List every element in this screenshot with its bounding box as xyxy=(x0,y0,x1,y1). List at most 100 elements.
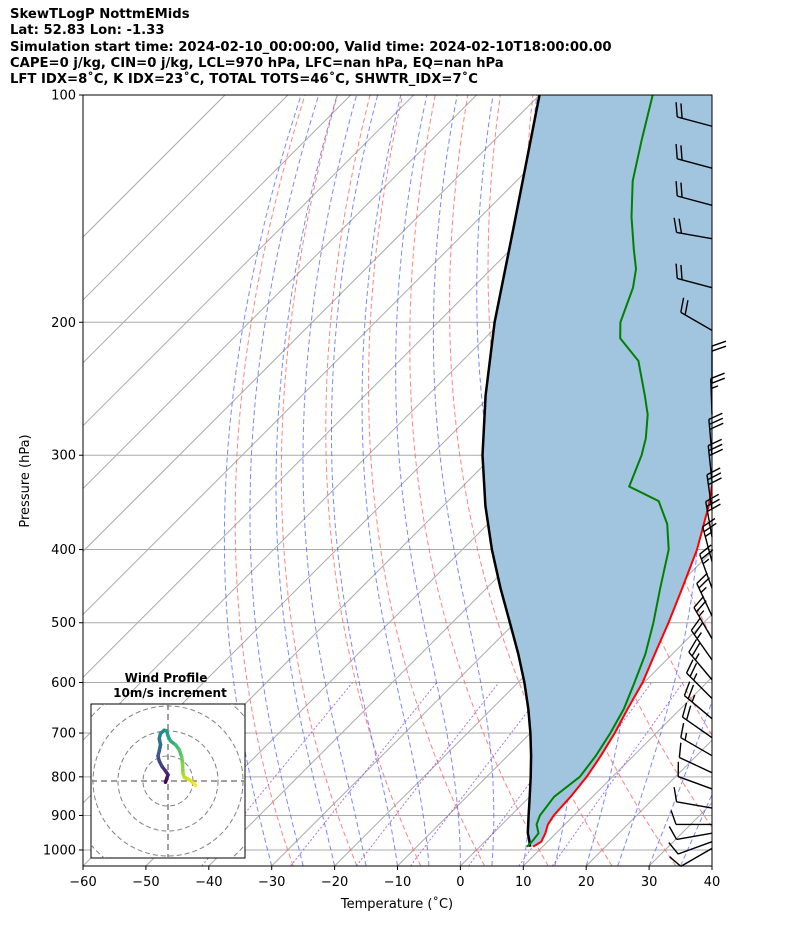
y-tick-label: 400 xyxy=(51,543,76,558)
wind-barb xyxy=(708,412,724,456)
dewpoint-profile-line xyxy=(526,95,670,848)
barb-feather xyxy=(700,586,707,594)
parcel-profile-line xyxy=(481,95,541,847)
isotherm xyxy=(83,95,477,490)
y-tick-label: 100 xyxy=(51,89,76,104)
barb-staff xyxy=(710,378,713,415)
title-line-coords: Lat: 52.83 Lon: -1.33 xyxy=(10,23,165,39)
title-line-times: Simulation start time: 2024-02-10_00:00:… xyxy=(10,39,612,55)
wind-barb xyxy=(683,681,713,720)
barb-feather xyxy=(693,622,704,635)
isotherm xyxy=(83,95,289,301)
barb-staff xyxy=(677,775,713,790)
wind-barb xyxy=(681,702,713,739)
isotherm xyxy=(522,676,712,866)
barb-feather xyxy=(706,498,720,508)
wind-barb xyxy=(706,467,722,511)
x-axis-label: Temperature (˚C) xyxy=(340,896,453,912)
barb-staff xyxy=(683,695,713,720)
wind-barbs xyxy=(668,102,727,867)
isotherm xyxy=(83,95,226,238)
barb-feather xyxy=(681,702,688,718)
barb-feather xyxy=(710,372,725,380)
wind-barb xyxy=(690,617,713,661)
wind-barb xyxy=(670,810,712,826)
barb-feather xyxy=(689,662,698,677)
temperature-profile-line xyxy=(532,479,712,848)
wind-barb xyxy=(680,722,713,757)
wind-profile-inset: Wind Profile 10m/s increment xyxy=(90,671,246,859)
barb-feather xyxy=(711,340,727,347)
dry-adiabat xyxy=(761,95,794,866)
wind-barb xyxy=(675,144,713,169)
hodograph-segment xyxy=(192,781,198,788)
wind-barb xyxy=(705,493,721,538)
x-tick-label: −50 xyxy=(132,875,159,890)
barb-staff xyxy=(679,756,713,774)
inset-subtitle: 10m/s increment xyxy=(113,686,227,700)
barb-feather xyxy=(709,417,724,425)
barb-feather xyxy=(685,705,692,721)
barb-staff xyxy=(688,651,713,681)
mixing-ratio-line xyxy=(551,682,684,866)
x-tick-label: 40 xyxy=(704,875,721,890)
x-tick-label: −40 xyxy=(195,875,222,890)
barb-feather xyxy=(675,181,678,197)
dry-adiabat xyxy=(449,95,613,866)
barb-staff xyxy=(677,116,713,127)
inset-content xyxy=(91,704,245,858)
barb-feather xyxy=(687,684,695,700)
axis-ticks: −60 −50 −40 −30 −20 −10 0 10 20 30 40 100 200 300 400 5… xyxy=(43,89,720,891)
mixing-ratio-line xyxy=(409,682,551,866)
wind-barb xyxy=(673,217,713,240)
y-tick-label: 200 xyxy=(51,316,76,331)
barb-staff xyxy=(690,629,713,661)
barb-feather xyxy=(680,103,683,119)
wind-barb xyxy=(696,572,713,617)
barb-feather xyxy=(680,722,685,738)
dry-adiabat xyxy=(409,95,549,866)
barb-feather xyxy=(673,217,678,233)
barb-staff xyxy=(677,158,713,169)
barb-feather xyxy=(700,549,714,560)
barb-staff xyxy=(706,474,713,511)
barb-feather xyxy=(680,182,683,198)
barb-feather xyxy=(710,377,725,385)
chart-title-block: SkewTLogP NottmEMids Lat: 52.83 Lon: -1.… xyxy=(10,7,612,88)
barb-feather xyxy=(706,467,721,476)
title-line-indices: LFT IDX=8˚C, K IDX=23˚C, TOTAL TOTS=46˚C… xyxy=(10,72,478,88)
wind-barb xyxy=(685,659,713,699)
y-tick-label: 500 xyxy=(51,616,76,631)
barb-feather xyxy=(670,810,677,825)
barb-feather xyxy=(685,659,694,674)
barb-feather xyxy=(668,842,679,855)
barb-feather xyxy=(680,297,685,313)
dry-adiabat xyxy=(728,95,794,866)
title-line-cape: CAPE=0 j/kg, CIN=0 j/kg, LCL=970 hPa, LF… xyxy=(10,55,504,71)
barb-feather xyxy=(699,544,712,555)
x-tick-label: 30 xyxy=(641,875,658,890)
moist-adiabat xyxy=(432,95,495,866)
barb-feather xyxy=(705,493,720,503)
barb-feather xyxy=(673,787,678,802)
barb-feather xyxy=(678,218,683,234)
barb-feather xyxy=(691,694,696,703)
wind-barb xyxy=(668,826,713,841)
barb-feather xyxy=(668,826,678,840)
wind-barb xyxy=(699,544,714,589)
moist-adiabat xyxy=(648,699,712,866)
barb-feather xyxy=(678,742,682,758)
moist-adiabat xyxy=(331,95,398,866)
x-tick-label: 10 xyxy=(515,875,532,890)
barb-staff xyxy=(686,672,713,699)
wind-barb xyxy=(675,181,713,207)
barb-staff xyxy=(696,583,713,617)
wind-barb xyxy=(693,595,713,640)
isotherm xyxy=(334,487,712,866)
barb-feather xyxy=(696,572,708,584)
wind-barb xyxy=(675,102,713,127)
barb-staff xyxy=(693,607,713,640)
moist-adiabat xyxy=(617,95,700,866)
barb-staff xyxy=(677,277,713,289)
